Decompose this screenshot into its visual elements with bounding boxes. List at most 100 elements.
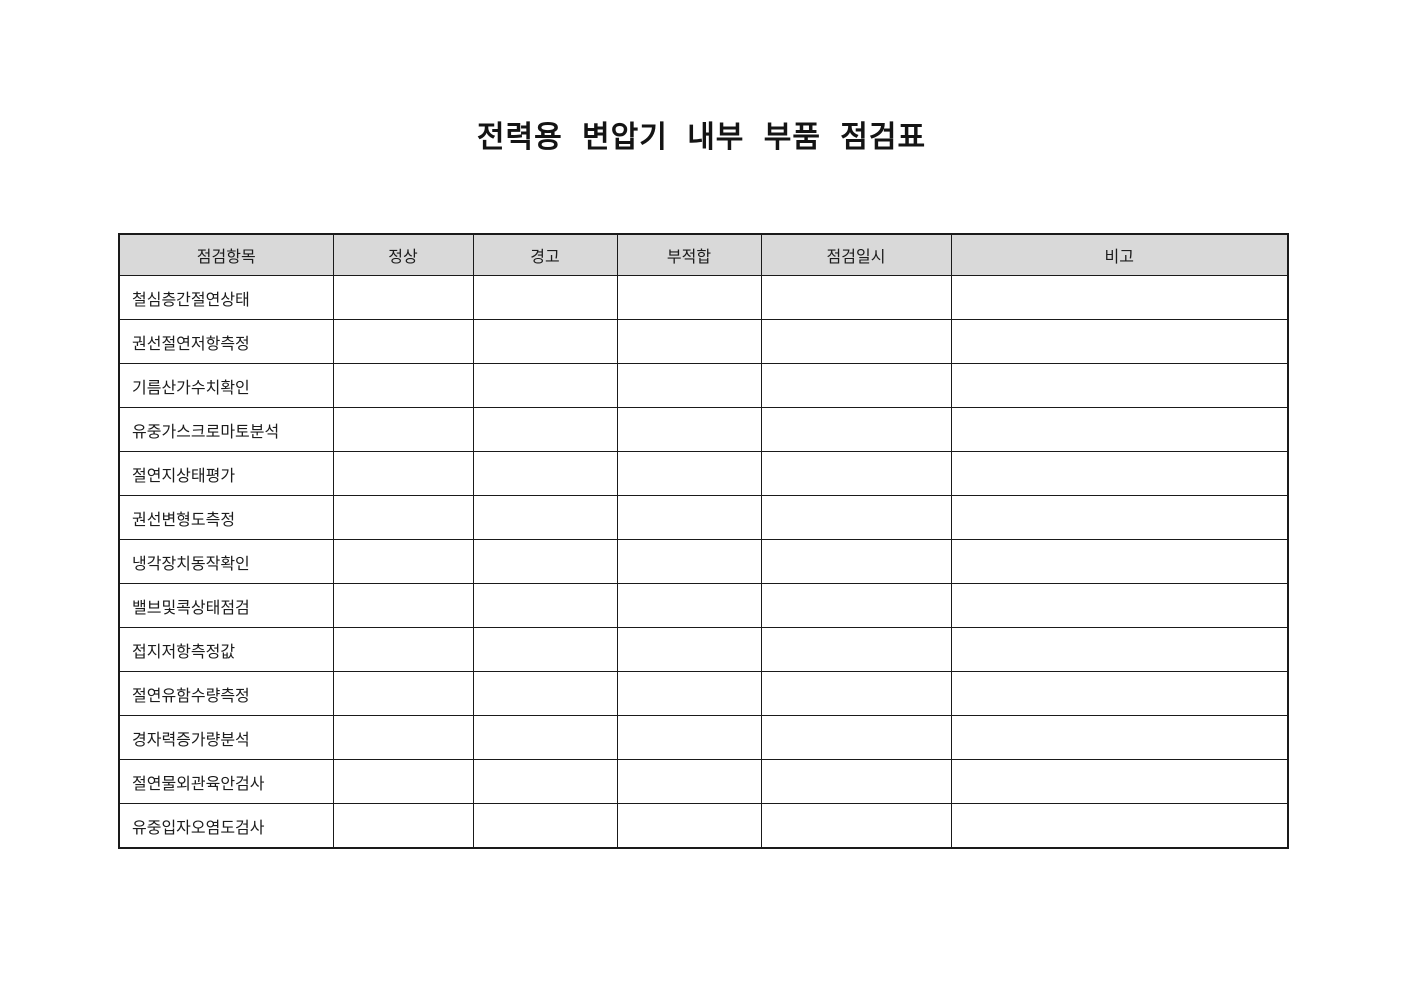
cell-note	[950, 627, 1289, 672]
cell-date	[760, 671, 952, 716]
cell-date	[760, 363, 952, 408]
table-row: 밸브및콕상태점검	[118, 583, 1289, 628]
cell-note	[950, 671, 1289, 716]
cell-date	[760, 451, 952, 496]
table-row: 경자력증가량분석	[118, 715, 1289, 760]
cell-date	[760, 583, 952, 628]
cell-normal	[332, 495, 474, 540]
table-row: 철심층간절연상태	[118, 275, 1289, 320]
cell-warning	[472, 451, 618, 496]
cell-item: 철심층간절연상태	[118, 275, 334, 320]
cell-warning	[472, 759, 618, 804]
cell-item: 밸브및콕상태점검	[118, 583, 334, 628]
cell-fail	[616, 803, 762, 849]
cell-warning	[472, 803, 618, 849]
cell-note	[950, 451, 1289, 496]
header-note: 비고	[950, 233, 1289, 276]
cell-fail	[616, 495, 762, 540]
cell-fail	[616, 759, 762, 804]
cell-note	[950, 583, 1289, 628]
cell-fail	[616, 671, 762, 716]
header-warning: 경고	[472, 233, 618, 276]
cell-item: 접지저항측정값	[118, 627, 334, 672]
cell-date	[760, 495, 952, 540]
cell-fail	[616, 539, 762, 584]
cell-note	[950, 407, 1289, 452]
cell-note	[950, 275, 1289, 320]
cell-item: 경자력증가량분석	[118, 715, 334, 760]
table-row: 냉각장치동작확인	[118, 539, 1289, 584]
cell-note	[950, 495, 1289, 540]
header-normal: 정상	[332, 233, 474, 276]
cell-date	[760, 407, 952, 452]
table-header-row: 점검항목 정상 경고 부적합 점검일시 비고	[118, 233, 1289, 276]
cell-note	[950, 803, 1289, 849]
cell-warning	[472, 627, 618, 672]
cell-date	[760, 803, 952, 849]
cell-normal	[332, 671, 474, 716]
cell-note	[950, 363, 1289, 408]
cell-normal	[332, 627, 474, 672]
cell-warning	[472, 363, 618, 408]
table-row: 권선변형도측정	[118, 495, 1289, 540]
cell-date	[760, 759, 952, 804]
table-row: 접지저항측정값	[118, 627, 1289, 672]
inspection-table: 점검항목 정상 경고 부적합 점검일시 비고 철심층간절연상태 권선절연저항측정	[118, 233, 1289, 849]
cell-warning	[472, 539, 618, 584]
cell-warning	[472, 319, 618, 364]
cell-date	[760, 627, 952, 672]
cell-date	[760, 539, 952, 584]
cell-warning	[472, 583, 618, 628]
cell-note	[950, 715, 1289, 760]
cell-fail	[616, 407, 762, 452]
cell-date	[760, 319, 952, 364]
cell-item: 유중입자오염도검사	[118, 803, 334, 849]
cell-warning	[472, 671, 618, 716]
cell-item: 권선절연저항측정	[118, 319, 334, 364]
cell-note	[950, 319, 1289, 364]
cell-item: 절연물외관육안검사	[118, 759, 334, 804]
table-row: 권선절연저항측정	[118, 319, 1289, 364]
table-row: 유중입자오염도검사	[118, 803, 1289, 849]
cell-note	[950, 539, 1289, 584]
cell-normal	[332, 803, 474, 849]
table-row: 유중가스크로마토분석	[118, 407, 1289, 452]
cell-item: 유중가스크로마토분석	[118, 407, 334, 452]
cell-warning	[472, 275, 618, 320]
cell-fail	[616, 451, 762, 496]
cell-normal	[332, 583, 474, 628]
cell-date	[760, 275, 952, 320]
header-fail: 부적합	[616, 233, 762, 276]
cell-normal	[332, 319, 474, 364]
cell-normal	[332, 715, 474, 760]
cell-item: 냉각장치동작확인	[118, 539, 334, 584]
cell-normal	[332, 275, 474, 320]
cell-item: 절연유함수량측정	[118, 671, 334, 716]
table-row: 기름산가수치확인	[118, 363, 1289, 408]
cell-date	[760, 715, 952, 760]
header-date: 점검일시	[760, 233, 952, 276]
cell-fail	[616, 627, 762, 672]
cell-fail	[616, 319, 762, 364]
cell-warning	[472, 715, 618, 760]
cell-item: 절연지상태평가	[118, 451, 334, 496]
cell-item: 권선변형도측정	[118, 495, 334, 540]
table-row: 절연물외관육안검사	[118, 759, 1289, 804]
table-row: 절연지상태평가	[118, 451, 1289, 496]
cell-normal	[332, 407, 474, 452]
cell-normal	[332, 539, 474, 584]
cell-normal	[332, 363, 474, 408]
cell-note	[950, 759, 1289, 804]
cell-fail	[616, 583, 762, 628]
cell-item: 기름산가수치확인	[118, 363, 334, 408]
page-title: 전력용 변압기 내부 부품 점검표	[476, 121, 927, 154]
cell-normal	[332, 759, 474, 804]
table-row: 절연유함수량측정	[118, 671, 1289, 716]
cell-fail	[616, 363, 762, 408]
cell-warning	[472, 495, 618, 540]
cell-warning	[472, 407, 618, 452]
cell-fail	[616, 715, 762, 760]
header-item: 점검항목	[118, 233, 334, 276]
cell-fail	[616, 275, 762, 320]
